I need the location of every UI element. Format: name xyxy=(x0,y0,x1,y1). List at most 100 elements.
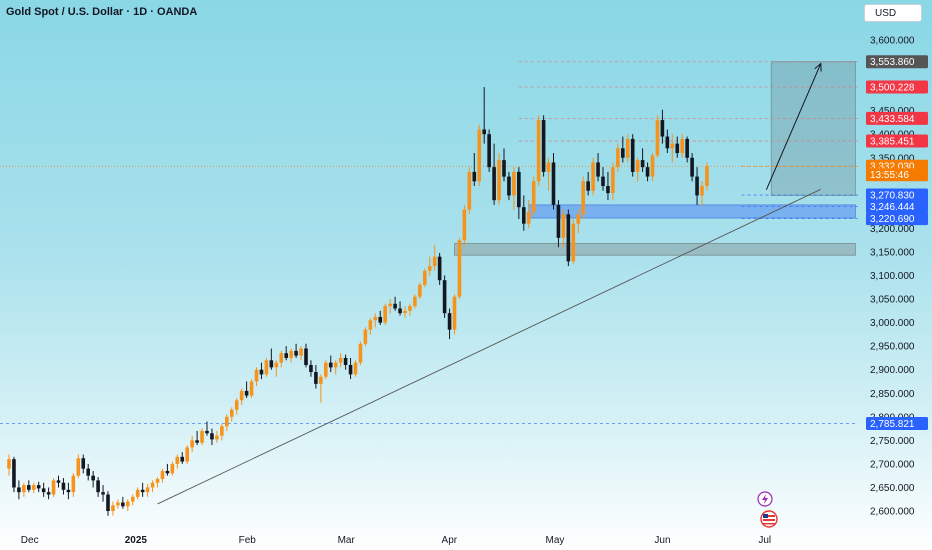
event-icons xyxy=(757,491,778,528)
candle xyxy=(96,477,100,497)
candle xyxy=(487,129,491,172)
candle xyxy=(190,435,194,453)
candle-body xyxy=(685,138,689,158)
candle xyxy=(418,282,422,300)
candle-body xyxy=(319,376,323,384)
candle-body xyxy=(254,369,259,382)
candle xyxy=(319,374,323,403)
price-tag xyxy=(866,134,928,148)
candle xyxy=(541,115,546,177)
candle xyxy=(507,171,511,201)
candle xyxy=(442,275,447,318)
candle xyxy=(413,294,417,309)
candle-body xyxy=(155,478,160,483)
candle-body xyxy=(17,487,21,493)
price-tag-label: 3,500.228 xyxy=(870,82,915,93)
y-tick-label: 2,750.000 xyxy=(870,436,915,447)
candle-body xyxy=(457,240,462,297)
x-tick-label: May xyxy=(546,535,565,546)
candle-body xyxy=(61,482,66,490)
candle xyxy=(606,171,610,201)
candle-body xyxy=(41,488,46,493)
candle-body xyxy=(244,390,249,396)
candle-body xyxy=(551,162,556,205)
price-tag-label: 13:55:46 xyxy=(870,170,909,181)
candle-body xyxy=(591,162,595,191)
candle xyxy=(655,115,660,158)
candle xyxy=(284,346,288,361)
candle-body xyxy=(531,181,536,212)
candle-body xyxy=(546,162,551,172)
currency-button[interactable]: USD xyxy=(864,4,922,22)
candle-body xyxy=(353,362,358,375)
candle xyxy=(353,360,358,377)
candle xyxy=(304,343,308,368)
candle xyxy=(437,252,442,285)
candle-body xyxy=(616,148,620,168)
candle xyxy=(17,480,21,500)
candle-body xyxy=(586,181,590,191)
candle-body xyxy=(76,458,81,476)
candle-body xyxy=(665,136,670,149)
candle xyxy=(160,468,165,483)
lightning-icon xyxy=(757,491,773,507)
candle-body xyxy=(289,350,293,358)
candle xyxy=(368,317,373,335)
candle xyxy=(591,157,595,196)
candle-body xyxy=(561,214,566,238)
y-tick-label: 3,200.000 xyxy=(870,224,915,235)
x-tick-label: 2025 xyxy=(125,535,148,546)
candle xyxy=(705,162,709,191)
candle-body xyxy=(403,310,407,314)
candle-body xyxy=(423,270,427,285)
candle xyxy=(91,470,95,488)
y-tick-label: 3,050.000 xyxy=(870,295,915,306)
candle-body xyxy=(130,496,135,502)
candle xyxy=(324,360,328,380)
candle xyxy=(536,115,541,187)
candle-body xyxy=(145,487,150,493)
y-tick-label: 3,350.000 xyxy=(870,153,915,164)
candle-body xyxy=(269,360,274,368)
x-tick-label: Jul xyxy=(758,535,771,546)
candle xyxy=(556,200,561,248)
price-tag xyxy=(866,80,928,94)
candle-body xyxy=(625,138,630,158)
candle xyxy=(76,454,81,479)
candle-body xyxy=(27,485,31,490)
candle-body xyxy=(200,430,204,443)
candle-body xyxy=(536,120,541,182)
candle-body xyxy=(279,353,284,363)
candle xyxy=(586,171,590,196)
candle-body xyxy=(22,485,26,493)
candle-body xyxy=(368,320,373,330)
candle-body xyxy=(695,176,699,196)
y-tick-label: 2,900.000 xyxy=(870,365,915,376)
candle xyxy=(665,129,670,154)
candle-body xyxy=(91,475,95,481)
candle-body xyxy=(640,160,645,168)
candle-body xyxy=(205,430,209,434)
candle-body xyxy=(333,362,338,368)
y-tick-label: 2,850.000 xyxy=(870,389,915,400)
candle-body xyxy=(299,348,303,356)
candle xyxy=(358,341,363,365)
candle xyxy=(294,343,298,358)
candle-body xyxy=(398,308,402,314)
us-flag-icon xyxy=(760,510,778,528)
candle-body xyxy=(472,171,477,182)
candle xyxy=(526,200,531,229)
candle-body xyxy=(71,475,76,493)
candle-body xyxy=(180,456,185,462)
candle xyxy=(36,481,41,493)
candle-body xyxy=(541,120,546,172)
candle xyxy=(660,109,665,144)
candle xyxy=(140,482,145,497)
support-zone-lower xyxy=(454,242,856,256)
candle-body xyxy=(46,492,51,495)
candle-body xyxy=(86,468,90,476)
price-tag xyxy=(866,200,928,214)
candle xyxy=(427,256,432,276)
candle xyxy=(254,367,259,387)
